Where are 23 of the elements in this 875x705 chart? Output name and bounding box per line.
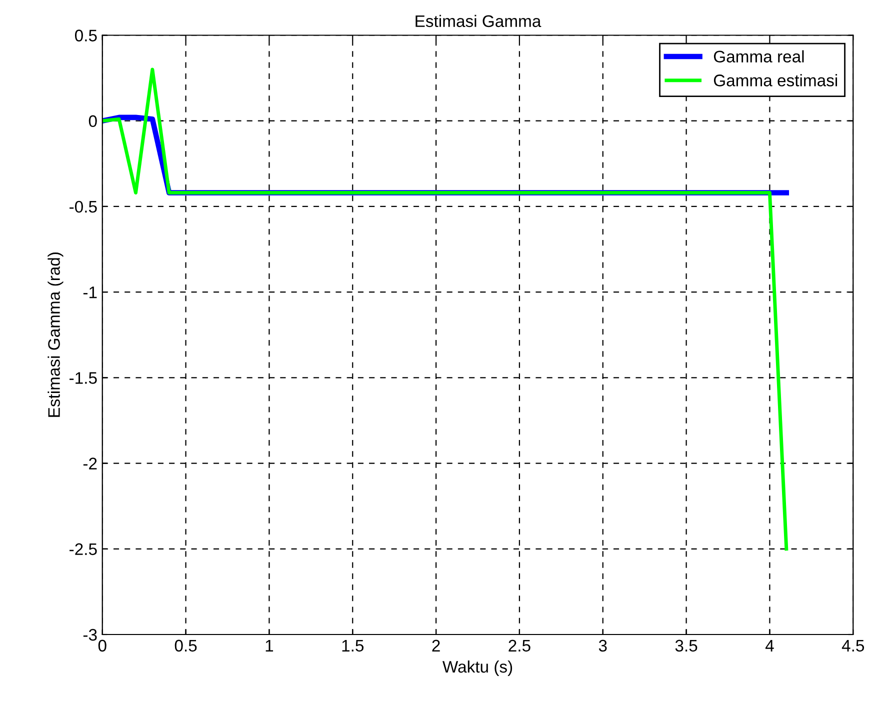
x-tick-label: 3.5 [675, 640, 698, 652]
x-tick-label: 4 [765, 640, 774, 652]
x-axis-title: Waktu (s) [442, 660, 512, 676]
y-tick-label: -1 [83, 286, 97, 298]
y-tick-label: 0 [88, 115, 97, 128]
x-tick-label: 4.5 [842, 640, 864, 652]
x-tick-label: 0.5 [174, 640, 197, 652]
x-tick-label: 3 [598, 640, 607, 652]
x-tick-label: 1.5 [342, 640, 364, 652]
y-tick-label: 0.5 [75, 30, 97, 42]
y-tick-label: -1.5 [70, 372, 97, 384]
x-tick-label: 0 [98, 640, 106, 652]
y-axis-title: Estimasi Gamma (rad) [48, 252, 64, 417]
y-tick-label: -2 [83, 458, 97, 470]
x-tick-label: 2.5 [508, 640, 530, 652]
y-tick-label: -2.5 [70, 543, 97, 556]
x-tick-label: 2 [432, 640, 440, 652]
y-tick-label: -3 [83, 628, 97, 641]
chart-title: Estimasi Gamma [416, 14, 542, 28]
legend-label: Gamma estimasi [714, 74, 838, 86]
x-tick-label: 1 [266, 640, 274, 652]
y-tick-label: -0.5 [70, 200, 97, 213]
legend-label: Gamma real [714, 50, 804, 62]
